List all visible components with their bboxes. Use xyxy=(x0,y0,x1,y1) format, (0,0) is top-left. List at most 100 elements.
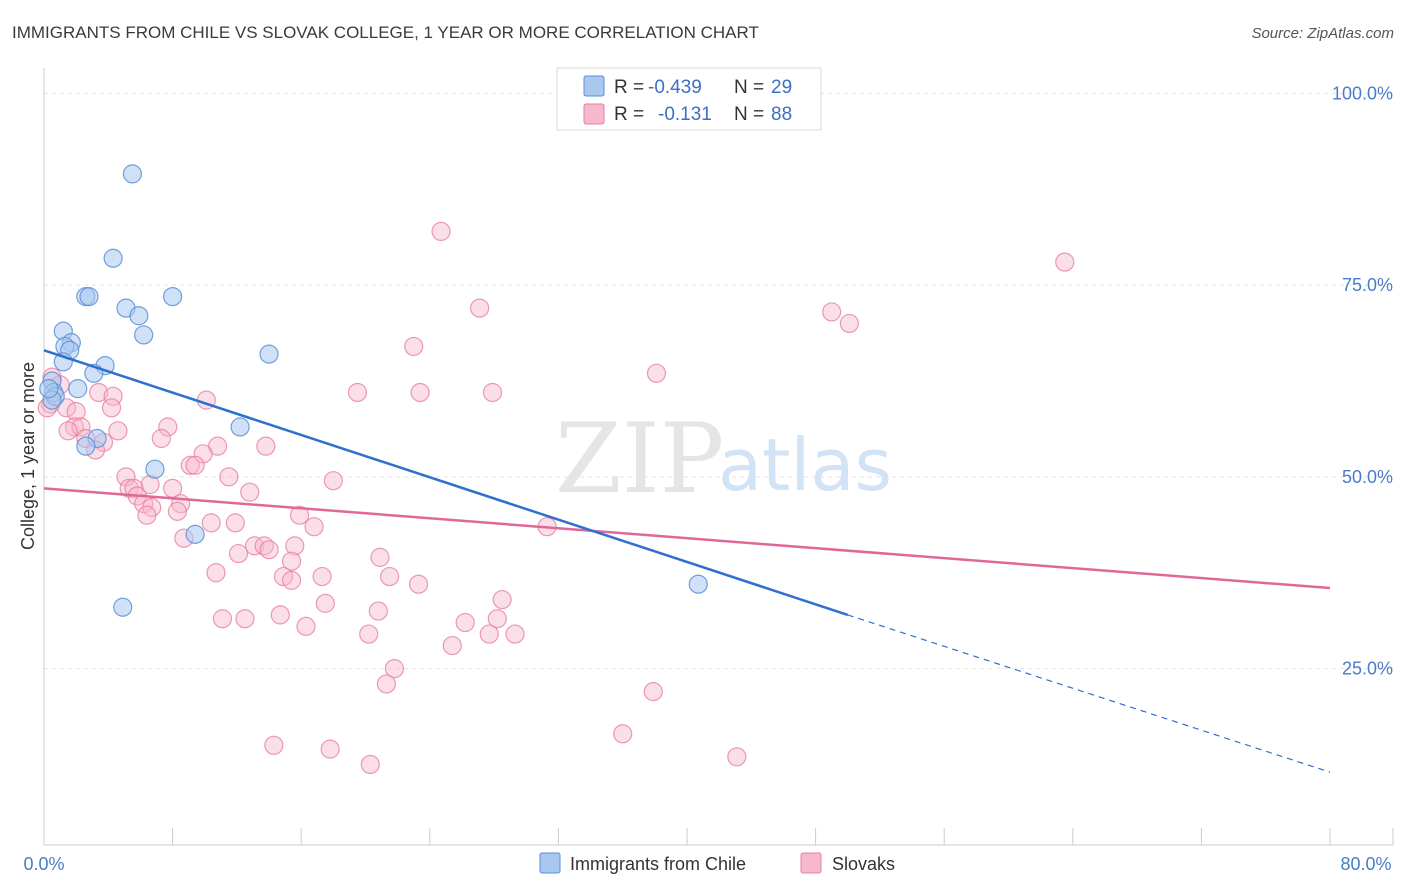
point-slovaks xyxy=(108,421,128,441)
point-slovaks xyxy=(256,436,276,456)
point-slovaks xyxy=(151,428,171,449)
point-chile xyxy=(129,306,149,326)
trend-line-slovaks xyxy=(43,487,1331,590)
bottom-legend-label-chile: Immigrants from Chile xyxy=(570,854,746,874)
point-slovaks xyxy=(180,455,200,475)
point-slovaks xyxy=(727,747,747,767)
point-slovaks xyxy=(646,363,667,383)
point-chile xyxy=(79,286,99,307)
point-slovaks xyxy=(296,616,316,637)
watermark-zip: ZIP xyxy=(555,403,724,515)
point-chile xyxy=(185,524,205,544)
point-slovaks xyxy=(482,382,503,403)
point-slovaks xyxy=(431,221,451,241)
point-slovaks xyxy=(289,505,310,525)
x-axis-ticks xyxy=(43,828,1394,845)
point-slovaks xyxy=(492,589,512,610)
point-slovaks xyxy=(384,658,405,679)
point-slovaks xyxy=(470,298,490,318)
y-tick-label: 75.0% xyxy=(1342,275,1393,295)
point-slovaks xyxy=(259,540,279,560)
point-slovaks xyxy=(380,566,400,587)
point-chile xyxy=(688,574,708,594)
x-tick-label-max: 80.0% xyxy=(1340,854,1391,874)
point-slovaks xyxy=(101,398,122,418)
point-chile xyxy=(163,286,183,307)
point-slovaks xyxy=(71,417,91,437)
point-chile xyxy=(122,164,143,184)
legend-r-label-slovak: R = xyxy=(614,104,644,125)
point-chile xyxy=(145,459,165,479)
point-slovaks xyxy=(193,444,213,464)
point-slovaks xyxy=(137,505,157,525)
point-slovaks xyxy=(1055,252,1075,272)
chart-title: IMMIGRANTS FROM CHILE VS SLOVAK COLLEGE,… xyxy=(12,23,759,42)
point-slovaks xyxy=(264,735,284,755)
legend-r-value-chile: -0.439 xyxy=(648,77,702,98)
legend-swatch-slovak xyxy=(583,103,605,125)
point-slovaks xyxy=(370,547,390,567)
point-slovaks xyxy=(304,517,324,537)
y-tick-label: 100.0% xyxy=(1332,83,1393,103)
point-slovaks xyxy=(285,536,305,556)
point-slovaks xyxy=(225,513,245,533)
point-slovaks xyxy=(281,570,302,590)
point-slovaks xyxy=(442,635,462,656)
point-chile xyxy=(103,248,123,268)
legend-n-label-chile: N = xyxy=(734,77,764,98)
legend-n-label-slovak: N = xyxy=(734,104,764,125)
bottom-legend-swatch-chile xyxy=(539,852,561,874)
y-tick-label: 25.0% xyxy=(1342,659,1393,679)
point-chile xyxy=(76,436,96,456)
y-axis-label: College, 1 year or more xyxy=(18,362,38,550)
legend-swatch-chile xyxy=(583,75,605,97)
point-slovaks xyxy=(167,501,188,521)
point-slovaks xyxy=(185,455,205,475)
x-tick-label-min: 0.0% xyxy=(23,854,64,874)
point-slovaks xyxy=(323,471,343,491)
point-slovaks xyxy=(206,563,226,583)
legend-r-value-slovak: -0.131 xyxy=(658,104,712,125)
point-slovaks xyxy=(487,609,507,629)
trend-line-chile-extrapolated xyxy=(847,614,1331,773)
point-slovaks xyxy=(235,609,255,629)
point-slovaks xyxy=(212,609,233,629)
bottom-legend-label-slovak: Slovaks xyxy=(832,854,895,874)
chart-source: Source: ZipAtlas.com xyxy=(1251,25,1394,42)
legend-r-label-chile: R = xyxy=(614,77,644,98)
point-slovaks xyxy=(312,566,332,587)
point-slovaks xyxy=(89,382,109,403)
point-slovaks xyxy=(408,574,429,594)
point-slovaks xyxy=(410,382,430,403)
bottom-legend-swatch-slovak xyxy=(800,852,822,874)
point-slovaks xyxy=(479,624,499,644)
point-slovaks xyxy=(116,467,136,487)
point-slovaks xyxy=(244,536,265,556)
point-slovaks xyxy=(315,593,335,613)
point-chile xyxy=(39,379,59,399)
correlation-legend: R = -0.439 N = 29 R = -0.131 N = 88 xyxy=(556,67,822,131)
point-slovaks xyxy=(124,478,144,498)
point-slovaks xyxy=(505,624,525,644)
trend-lines xyxy=(43,349,1331,773)
point-slovaks xyxy=(822,302,842,322)
point-slovaks xyxy=(228,543,249,564)
point-slovaks xyxy=(240,482,260,502)
point-slovaks xyxy=(219,467,239,487)
point-slovaks xyxy=(66,402,86,422)
y-tick-label: 50.0% xyxy=(1342,467,1393,487)
y-tick-labels: 25.0% 50.0% 75.0% 100.0% xyxy=(1332,83,1393,678)
trend-line-chile xyxy=(43,349,849,617)
point-slovaks xyxy=(119,478,139,498)
series-chile-points xyxy=(39,164,708,617)
point-slovaks xyxy=(839,313,859,334)
point-slovaks xyxy=(643,681,663,702)
point-chile xyxy=(134,325,154,345)
point-slovaks xyxy=(281,551,302,571)
point-slovaks xyxy=(347,382,368,403)
gridlines xyxy=(44,92,1393,670)
point-slovaks xyxy=(58,421,78,441)
point-slovaks xyxy=(320,739,340,759)
point-chile xyxy=(259,344,279,364)
